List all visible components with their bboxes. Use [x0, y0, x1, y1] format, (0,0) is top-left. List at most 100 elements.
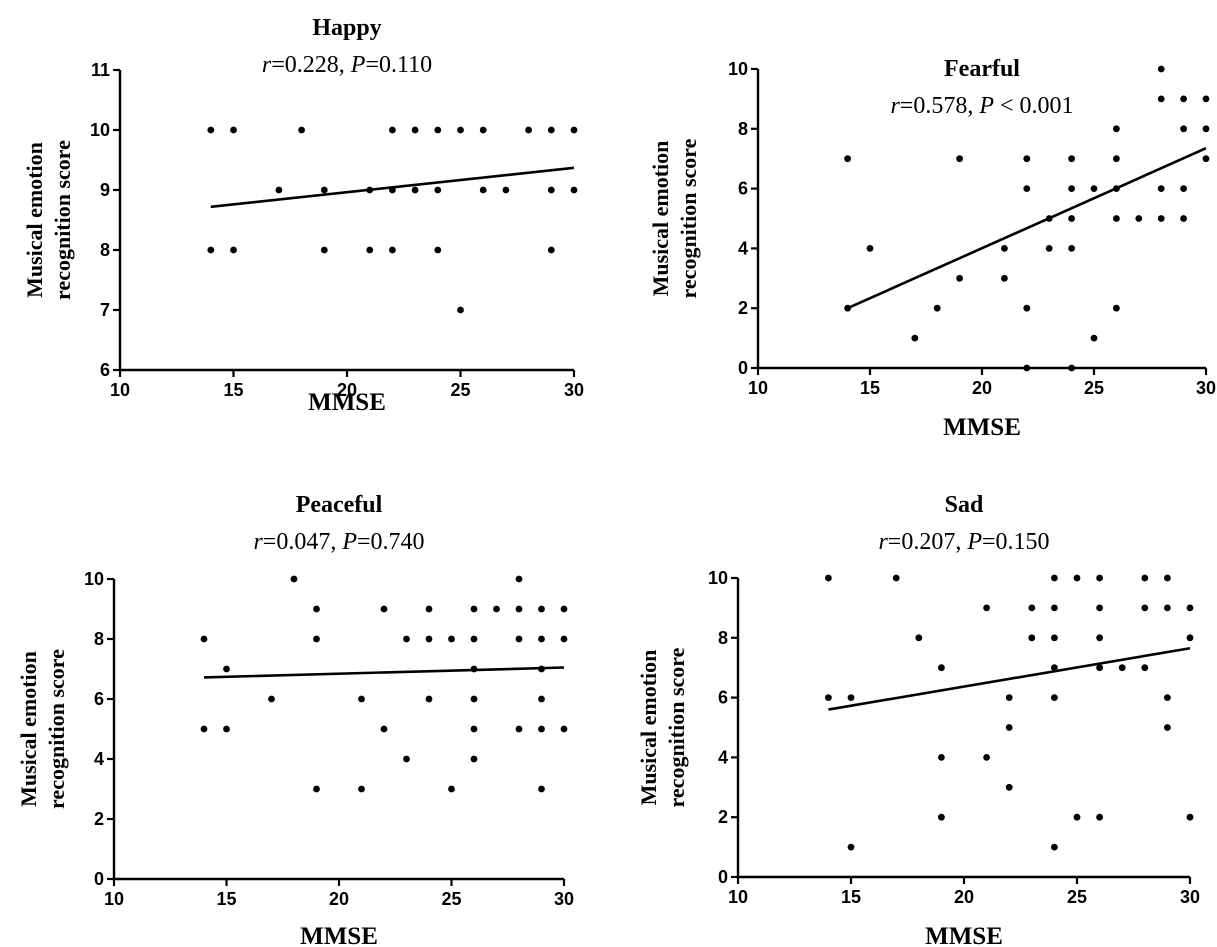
y-tick-label: 11	[91, 60, 110, 80]
data-point	[547, 246, 555, 254]
y-tick-label: 0	[738, 358, 748, 378]
stat-p-val: =0.740	[357, 529, 425, 555]
data-point	[313, 635, 320, 643]
x-axis-label: MMSE	[943, 414, 1021, 441]
data-point	[983, 604, 990, 612]
x-tick-label: 20	[972, 378, 992, 398]
data-point	[200, 635, 208, 643]
data-point	[547, 126, 555, 134]
data-point	[1028, 604, 1036, 612]
data-point	[1028, 634, 1036, 642]
y-tick-label: 6	[718, 688, 728, 708]
data-point	[1051, 604, 1058, 612]
chart-panel-sad: Sad r=0.207, P=0.150 0 2 4 6 8 10 10 15 20 25 30 MMSE…	[636, 492, 1200, 947]
data-point	[956, 155, 963, 163]
data-point	[425, 605, 433, 613]
data-point	[470, 725, 478, 733]
data-point	[479, 186, 487, 194]
data-point	[1023, 185, 1031, 193]
stat-r-val: =0.578,	[900, 93, 980, 119]
stat-subtitle: r=0.047, P=0.740	[253, 529, 424, 555]
stat-r-sym: r	[878, 529, 888, 555]
data-point	[200, 725, 208, 733]
data-point	[1157, 185, 1165, 193]
data-point	[320, 246, 328, 254]
data-point	[457, 126, 464, 134]
chart-title: Peaceful	[296, 492, 383, 518]
data-point	[983, 754, 990, 761]
data-point	[538, 725, 545, 733]
regression-line	[847, 147, 1207, 310]
data-point	[1096, 574, 1103, 582]
x-tick-label: 15	[223, 380, 243, 400]
data-point	[1001, 274, 1008, 282]
y-axis-label: recognition score	[44, 649, 69, 809]
data-point	[411, 126, 419, 134]
data-point	[847, 694, 855, 701]
data-point	[570, 186, 578, 194]
data-point	[448, 635, 455, 643]
data-point	[1202, 95, 1210, 103]
chart-title: Sad	[945, 492, 984, 518]
y-tick-label: 10	[728, 59, 748, 79]
data-point	[1023, 364, 1031, 372]
x-tick-label: 15	[841, 887, 861, 907]
x-tick-label: 20	[337, 380, 357, 400]
y-tick-label: 4	[94, 749, 104, 769]
x-tick-label: 30	[1196, 378, 1216, 398]
x-tick-label: 10	[104, 889, 124, 909]
y-tick-label: 10	[708, 568, 728, 588]
data-point	[425, 635, 433, 643]
y-tick-label: 0	[718, 867, 728, 887]
data-point	[915, 634, 923, 642]
data-point	[1113, 125, 1120, 133]
stat-subtitle: r=0.578, P < 0.001	[890, 93, 1073, 119]
data-point	[515, 605, 523, 613]
data-point	[470, 665, 478, 673]
data-point	[825, 694, 832, 701]
regression-line	[828, 646, 1191, 711]
y-tick-label: 2	[738, 298, 748, 318]
data-point	[380, 725, 388, 733]
data-point	[1157, 95, 1165, 103]
data-point	[938, 754, 945, 761]
data-point	[1164, 694, 1171, 701]
data-point	[1202, 125, 1210, 133]
data-point	[570, 126, 578, 134]
data-point	[1164, 574, 1171, 582]
y-axis-label: Musical emotion	[636, 650, 661, 806]
data-point	[1135, 215, 1143, 222]
data-point	[1051, 843, 1058, 851]
data-point	[434, 126, 442, 134]
data-point	[457, 306, 464, 314]
data-point	[560, 605, 568, 613]
data-point	[1164, 604, 1171, 612]
stat-r-val: =0.047,	[263, 529, 343, 555]
data-point	[1096, 813, 1103, 821]
data-point	[560, 635, 568, 643]
data-point	[1068, 185, 1075, 193]
data-point	[275, 186, 283, 194]
x-tick-label: 30	[564, 380, 584, 400]
x-tick-label: 15	[216, 889, 236, 909]
data-point	[366, 246, 374, 254]
x-tick-label: 20	[954, 887, 974, 907]
stat-p-val: < 0.001	[994, 93, 1074, 119]
data-point	[470, 695, 478, 703]
data-point	[1180, 125, 1187, 133]
data-point	[223, 725, 230, 733]
chart-title: Fearful	[944, 56, 1020, 82]
stat-p-sym: P	[350, 52, 366, 78]
data-point	[1090, 334, 1098, 342]
data-point	[1005, 783, 1013, 791]
data-point	[866, 245, 874, 252]
data-point	[313, 605, 320, 613]
data-point	[1090, 185, 1098, 193]
stat-r-val: =0.228,	[271, 52, 351, 78]
data-point	[1157, 215, 1165, 222]
y-axis-label: Musical emotion	[648, 141, 673, 297]
data-point	[844, 304, 851, 312]
data-point	[892, 574, 900, 582]
data-point	[1180, 215, 1187, 222]
data-point	[1005, 694, 1013, 701]
